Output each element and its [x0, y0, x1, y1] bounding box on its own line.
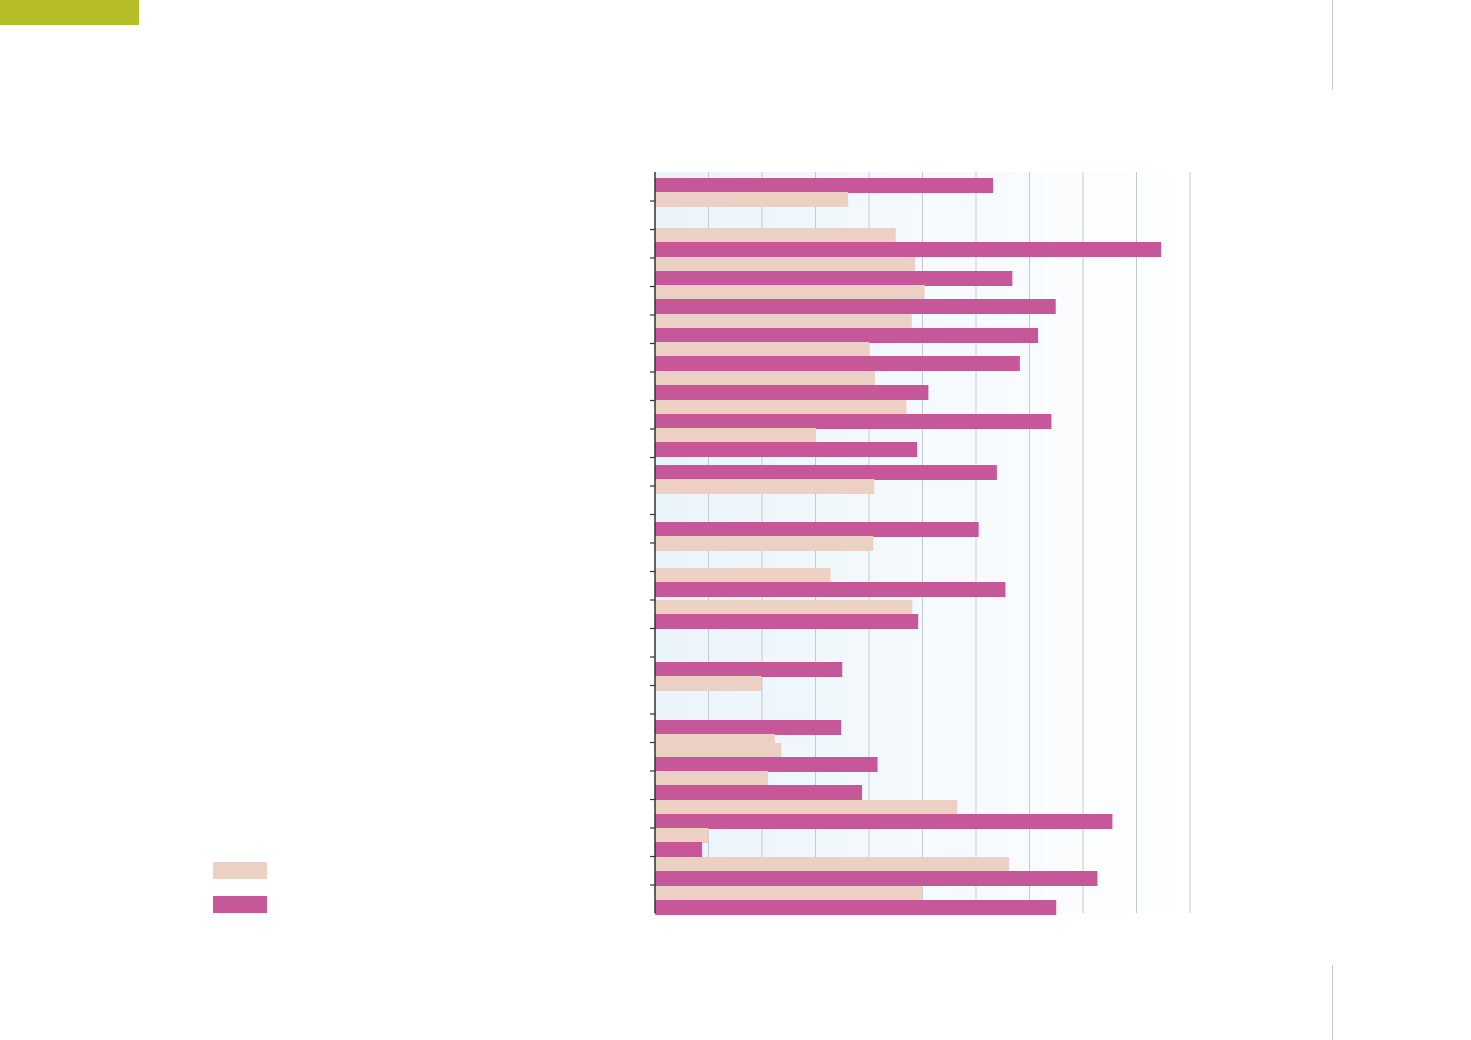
bar-series-1	[655, 771, 768, 786]
bar-series-2	[655, 385, 929, 400]
bar-series-1	[655, 828, 709, 843]
margin-rule-top	[1332, 0, 1333, 90]
bar-series-2	[655, 720, 842, 735]
bar-series-1	[655, 285, 925, 300]
bar-series-2	[655, 356, 1020, 371]
bar-series-2	[655, 814, 1113, 829]
bar-series-2	[655, 178, 994, 193]
bar-series-1	[655, 886, 923, 901]
bar-group	[655, 178, 1162, 915]
accent-tab	[0, 0, 139, 25]
bar-series-1	[655, 192, 849, 207]
bar-series-1	[655, 342, 869, 357]
bar-series-1	[655, 257, 916, 272]
bar-series-2	[655, 757, 878, 772]
bar-series-2	[655, 614, 919, 629]
bar-series-1	[655, 676, 762, 691]
bar-series-2	[655, 271, 1013, 286]
bar-series-2	[655, 328, 1039, 343]
bar-series-1	[655, 536, 874, 551]
bar-series-2	[655, 522, 979, 537]
bar-series-1	[655, 400, 907, 415]
bar-series-1	[655, 800, 958, 815]
bar-series-1	[655, 479, 875, 494]
bar-series-1	[655, 857, 1010, 872]
bar-series-2	[655, 871, 1098, 886]
margin-rule-bottom	[1332, 965, 1333, 1040]
bar-series-2	[655, 299, 1056, 314]
bar-series-2	[655, 662, 843, 677]
bar-series-2	[655, 465, 997, 480]
bar-series-2	[655, 900, 1057, 915]
bar-series-2	[655, 842, 703, 857]
bar-series-2	[655, 414, 1052, 429]
bar-series-1	[655, 600, 913, 615]
bar-series-1	[655, 228, 896, 243]
bar-series-2	[655, 582, 1006, 597]
bar-series-2	[655, 785, 863, 800]
bar-series-1	[655, 371, 875, 386]
legend-swatch-series-2	[213, 896, 267, 913]
bar-series-1	[655, 428, 817, 443]
legend-swatch-series-1	[213, 862, 267, 879]
bar-series-2	[655, 442, 918, 457]
y-axis	[650, 172, 656, 913]
bar-series-1	[655, 743, 782, 758]
bar-series-2	[655, 242, 1162, 257]
bar-series-1	[655, 314, 912, 329]
bar-series-1	[655, 568, 831, 583]
